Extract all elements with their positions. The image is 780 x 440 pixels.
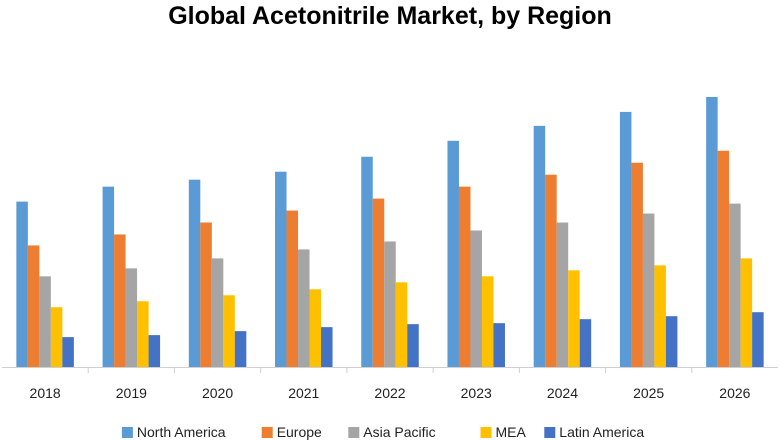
- bar-latin-america-2026: [752, 312, 764, 367]
- x-tick-label: 2025: [633, 385, 664, 401]
- legend-swatch-north-america: [121, 427, 133, 438]
- bar-mea-2023: [481, 276, 494, 367]
- bar-europe-2022: [372, 198, 385, 367]
- bar-mea-2019: [137, 301, 149, 367]
- legend-swatch-asia-pacific: [348, 427, 360, 438]
- bar-europe-2025: [631, 162, 643, 367]
- bar-latin-america-2018: [62, 337, 74, 367]
- bar-mea-2022: [395, 282, 408, 367]
- x-tick-label: 2018: [30, 385, 61, 401]
- bar-europe-2023: [458, 186, 471, 367]
- bar-latin-america-2025: [665, 316, 678, 367]
- x-tick-label: 2019: [116, 385, 147, 401]
- bar-mea-2024: [568, 270, 580, 367]
- legend-swatch-mea: [480, 427, 492, 438]
- bar-mea-2025: [654, 265, 666, 367]
- bar-north-america-2019: [102, 186, 115, 367]
- bar-europe-2020: [200, 222, 212, 367]
- bar-asia-pacific-2021: [298, 249, 310, 367]
- chart-title: Global Acetonitrile Market, by Region: [168, 2, 612, 30]
- bar-latin-america-2024: [579, 319, 592, 367]
- legend-swatch-latin-america: [544, 427, 556, 438]
- bar-asia-pacific-2018: [39, 276, 51, 367]
- bar-europe-2026: [717, 150, 730, 367]
- bar-north-america-2024: [533, 125, 546, 367]
- x-tick-label: 2020: [202, 385, 233, 401]
- x-tick-label: 2022: [374, 385, 405, 401]
- bar-europe-2024: [545, 174, 557, 367]
- legend-label: Latin America: [559, 424, 644, 440]
- bar-latin-america-2021: [321, 327, 333, 367]
- bar-asia-pacific-2022: [384, 241, 396, 367]
- bar-asia-pacific-2026: [729, 203, 741, 367]
- bar-latin-america-2019: [148, 335, 161, 367]
- bar-mea-2026: [740, 258, 753, 367]
- bar-latin-america-2022: [407, 324, 419, 367]
- bar-europe-2019: [114, 234, 126, 367]
- bar-north-america-2025: [619, 111, 632, 367]
- bar-asia-pacific-2020: [211, 258, 224, 367]
- bar-europe-2021: [286, 210, 299, 367]
- bar-latin-america-2023: [493, 323, 505, 367]
- legend-label: MEA: [496, 424, 527, 440]
- x-tick-label: 2023: [461, 385, 492, 401]
- bar-north-america-2018: [16, 201, 28, 367]
- legend-label: Europe: [277, 424, 322, 440]
- bar-north-america-2020: [188, 179, 201, 367]
- bar-latin-america-2020: [234, 331, 247, 367]
- bar-mea-2020: [223, 295, 235, 367]
- legend-label: Asia Pacific: [363, 424, 435, 440]
- bar-north-america-2023: [447, 140, 459, 367]
- bar-europe-2018: [27, 245, 40, 367]
- bar-asia-pacific-2025: [642, 213, 655, 367]
- x-tick-label: 2024: [547, 385, 578, 401]
- bar-north-america-2022: [361, 156, 373, 367]
- legend-label: North America: [137, 424, 226, 440]
- bar-mea-2021: [309, 289, 322, 367]
- legend-swatch-europe: [261, 427, 273, 438]
- bar-mea-2018: [50, 307, 63, 367]
- bar-north-america-2021: [275, 171, 287, 367]
- x-tick-label: 2026: [719, 385, 750, 401]
- bar-asia-pacific-2024: [556, 222, 569, 367]
- x-tick-label: 2021: [288, 385, 319, 401]
- bar-asia-pacific-2019: [125, 268, 138, 367]
- bar-north-america-2026: [706, 96, 718, 367]
- bar-asia-pacific-2023: [470, 230, 482, 367]
